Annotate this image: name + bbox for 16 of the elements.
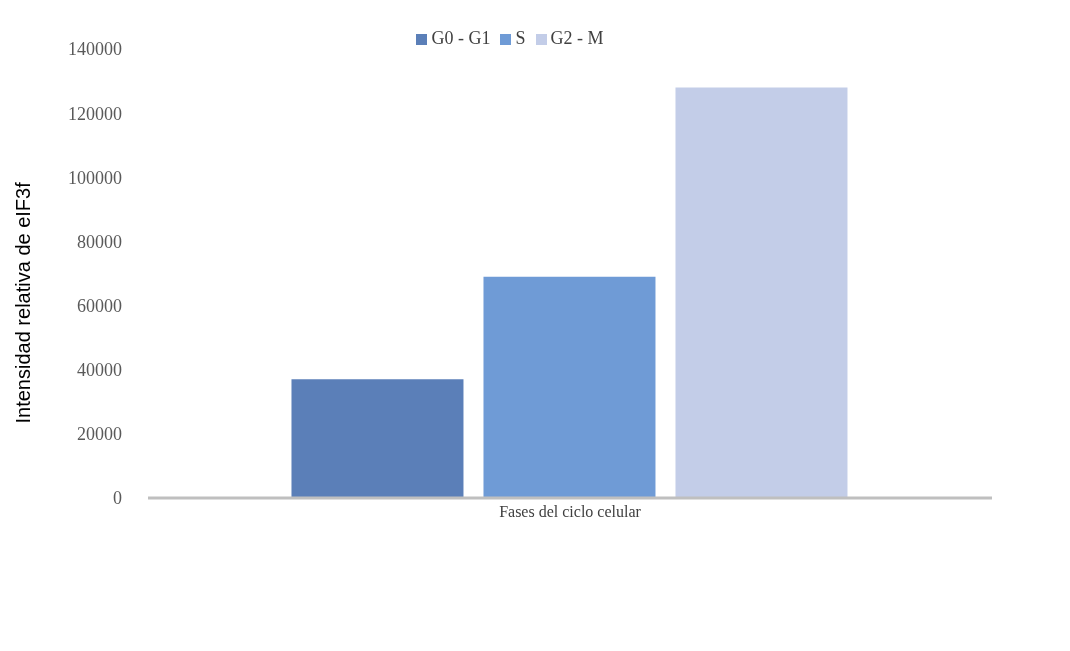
y-tick-label: 140000 (68, 39, 122, 60)
y-tick-label: 20000 (77, 424, 122, 445)
legend-label: G0 - G1 (431, 28, 491, 48)
y-tick-label: 80000 (77, 231, 122, 252)
bar (675, 87, 848, 498)
legend-label: S (515, 28, 526, 48)
x-tick-label: Fases del ciclo celular (499, 503, 642, 521)
y-tick-label: 100000 (68, 167, 122, 188)
legend-label: G2 - M (550, 28, 604, 48)
y-tick-label: 60000 (77, 295, 122, 316)
bar (483, 276, 656, 498)
bar (291, 379, 464, 498)
y-axis-title: Intensidad relativa de eIF3f (12, 181, 35, 424)
y-tick-label: 0 (113, 488, 122, 509)
y-tick-label: 120000 (68, 103, 122, 124)
y-tick-label: 40000 (77, 360, 122, 381)
